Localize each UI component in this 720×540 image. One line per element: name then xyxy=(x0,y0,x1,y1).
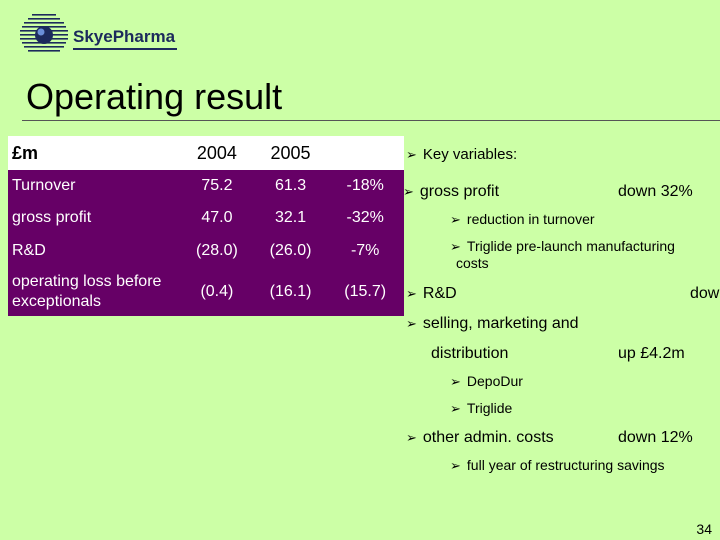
gross-profit-value: down 32% xyxy=(618,183,693,200)
table-cell: operating loss before exceptionals xyxy=(8,268,180,316)
operating-result-table: £m 2004 2005 Turnover 75.2 61.3 -18% gro… xyxy=(8,136,404,316)
table-cell: 61.3 xyxy=(254,170,327,202)
arrow-bullet-icon: ➢ xyxy=(406,147,417,162)
table-cell: (15.7) xyxy=(326,268,404,316)
table-row: operating loss before exceptionals (0.4)… xyxy=(8,268,404,316)
sub-bullet-reduction: ➢ reduction in turnover xyxy=(450,211,595,227)
bullet-key-variables: ➢ Key variables: xyxy=(406,146,518,163)
table-cell: (16.1) xyxy=(254,268,327,316)
sub-bullet-depodur: ➢ DepoDur xyxy=(450,373,523,389)
arrow-bullet-icon: ➢ xyxy=(403,184,414,199)
table-cell: 75.2 xyxy=(179,170,255,202)
table-header-row: £m 2004 2005 xyxy=(8,136,404,170)
arrow-bullet-icon: ➢ xyxy=(406,316,417,331)
table-cell: gross profit xyxy=(8,202,180,234)
bullet-other-admin: ➢ other admin. costs xyxy=(406,429,554,446)
globe-icon xyxy=(20,14,68,52)
page-title: Operating result xyxy=(26,76,283,117)
bullet-rd: ➢ R&D xyxy=(406,285,457,302)
title-divider xyxy=(22,120,720,121)
table-row: gross profit 47.0 32.1 -32% xyxy=(8,202,404,234)
table-cell: -18% xyxy=(326,170,404,202)
brand-underline xyxy=(73,48,177,50)
sub-bullet-triglide: ➢ Triglide xyxy=(450,400,513,416)
brand-name: SkyePharma xyxy=(73,27,176,46)
table-row: R&D (28.0) (26.0) -7% xyxy=(8,234,404,268)
bullet-selling: ➢ selling, marketing and xyxy=(406,315,579,332)
table-cell: (0.4) xyxy=(179,268,255,316)
table-cell: Turnover xyxy=(8,170,180,202)
table-cell: R&D xyxy=(8,234,180,268)
arrow-bullet-icon: ➢ xyxy=(406,286,417,301)
table-cell: (28.0) xyxy=(179,234,255,268)
bullet-distribution: distribution xyxy=(431,345,509,362)
skyepharma-logo xyxy=(20,14,68,52)
rd-value: dow xyxy=(690,285,720,302)
distribution-value: up £4.2m xyxy=(618,345,685,362)
bullet-gross-profit: ➢ gross profit xyxy=(403,183,500,200)
table-row: Turnover 75.2 61.3 -18% xyxy=(8,170,404,202)
arrow-bullet-icon: ➢ xyxy=(450,239,461,254)
table-header-cell: £m xyxy=(8,136,180,170)
table-cell: 47.0 xyxy=(179,202,255,234)
table-cell: (26.0) xyxy=(254,234,327,268)
sub-bullet-restructuring: ➢ full year of restructuring savings xyxy=(450,457,665,473)
table-header-cell: 2004 xyxy=(179,136,255,170)
other-admin-value: down 12% xyxy=(618,429,693,446)
table-cell: -7% xyxy=(326,234,404,268)
page-number: 34 xyxy=(696,521,712,537)
sub-bullet-triglide-prelaunch-cont: costs xyxy=(456,255,489,271)
table-cell: 32.1 xyxy=(254,202,327,234)
sub-bullet-triglide-prelaunch: ➢ Triglide pre-launch manufacturing xyxy=(450,238,675,254)
arrow-bullet-icon: ➢ xyxy=(450,374,461,389)
arrow-bullet-icon: ➢ xyxy=(450,458,461,473)
arrow-bullet-icon: ➢ xyxy=(450,212,461,227)
arrow-bullet-icon: ➢ xyxy=(450,401,461,416)
table-header-cell: 2005 xyxy=(254,136,327,170)
table-cell: -32% xyxy=(326,202,404,234)
table-header-cell xyxy=(326,136,404,170)
arrow-bullet-icon: ➢ xyxy=(406,430,417,445)
